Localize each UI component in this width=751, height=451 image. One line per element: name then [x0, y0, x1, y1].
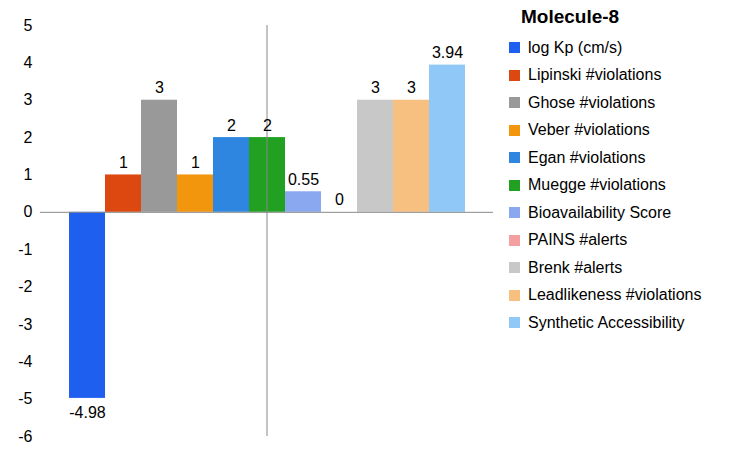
svg-text:3: 3 [24, 91, 33, 108]
svg-text:3: 3 [371, 79, 380, 96]
svg-text:3.94: 3.94 [432, 44, 463, 61]
html-text:log Kp (cm/s): log Kp (cm/s) [528, 38, 623, 56]
svg-text:-2: -2 [18, 278, 32, 295]
svg-text:0.55: 0.55 [288, 171, 319, 188]
svg-text:2: 2 [227, 117, 236, 134]
svg-text:0: 0 [24, 203, 33, 220]
svg-text:1: 1 [191, 154, 200, 171]
html-text:Leadlikeness #violations: Leadlikeness #violations [528, 286, 702, 304]
svg-text:-4: -4 [18, 353, 32, 370]
svg-text:5: 5 [24, 17, 33, 34]
svg-text:2: 2 [263, 117, 272, 134]
svg-text:-6: -6 [18, 428, 32, 445]
svg-text:1: 1 [24, 166, 33, 183]
html-text:Ghose #violations: Ghose #violations [528, 93, 656, 111]
svg-text:-1: -1 [18, 241, 32, 258]
html-text:Egan #violations: Egan #violations [528, 148, 646, 166]
html-text:Lipinski #violations: Lipinski #violations [528, 66, 662, 84]
svg-text:4: 4 [24, 54, 33, 71]
html-text:Synthetic Accessibility: Synthetic Accessibility [528, 313, 685, 331]
svg-text:0: 0 [335, 191, 344, 208]
svg-text:2: 2 [24, 129, 33, 146]
html-text:Bioavailability Score: Bioavailability Score [528, 203, 672, 221]
html-text:PAINS #alerts: PAINS #alerts [528, 231, 628, 249]
html-text:Brenk #alerts: Brenk #alerts [528, 258, 623, 276]
html-text:Muegge #violations: Muegge #violations [528, 176, 666, 194]
svg-text:-3: -3 [18, 316, 32, 333]
html-text:Veber #violations: Veber #violations [528, 121, 650, 139]
svg-text:3: 3 [155, 79, 164, 96]
svg-text:1: 1 [119, 154, 128, 171]
svg-text:-5: -5 [18, 390, 32, 407]
svg-text:3: 3 [407, 79, 416, 96]
svg-text:-4.98: -4.98 [69, 404, 106, 421]
html-text:Molecule-8: Molecule-8 [521, 6, 620, 27]
